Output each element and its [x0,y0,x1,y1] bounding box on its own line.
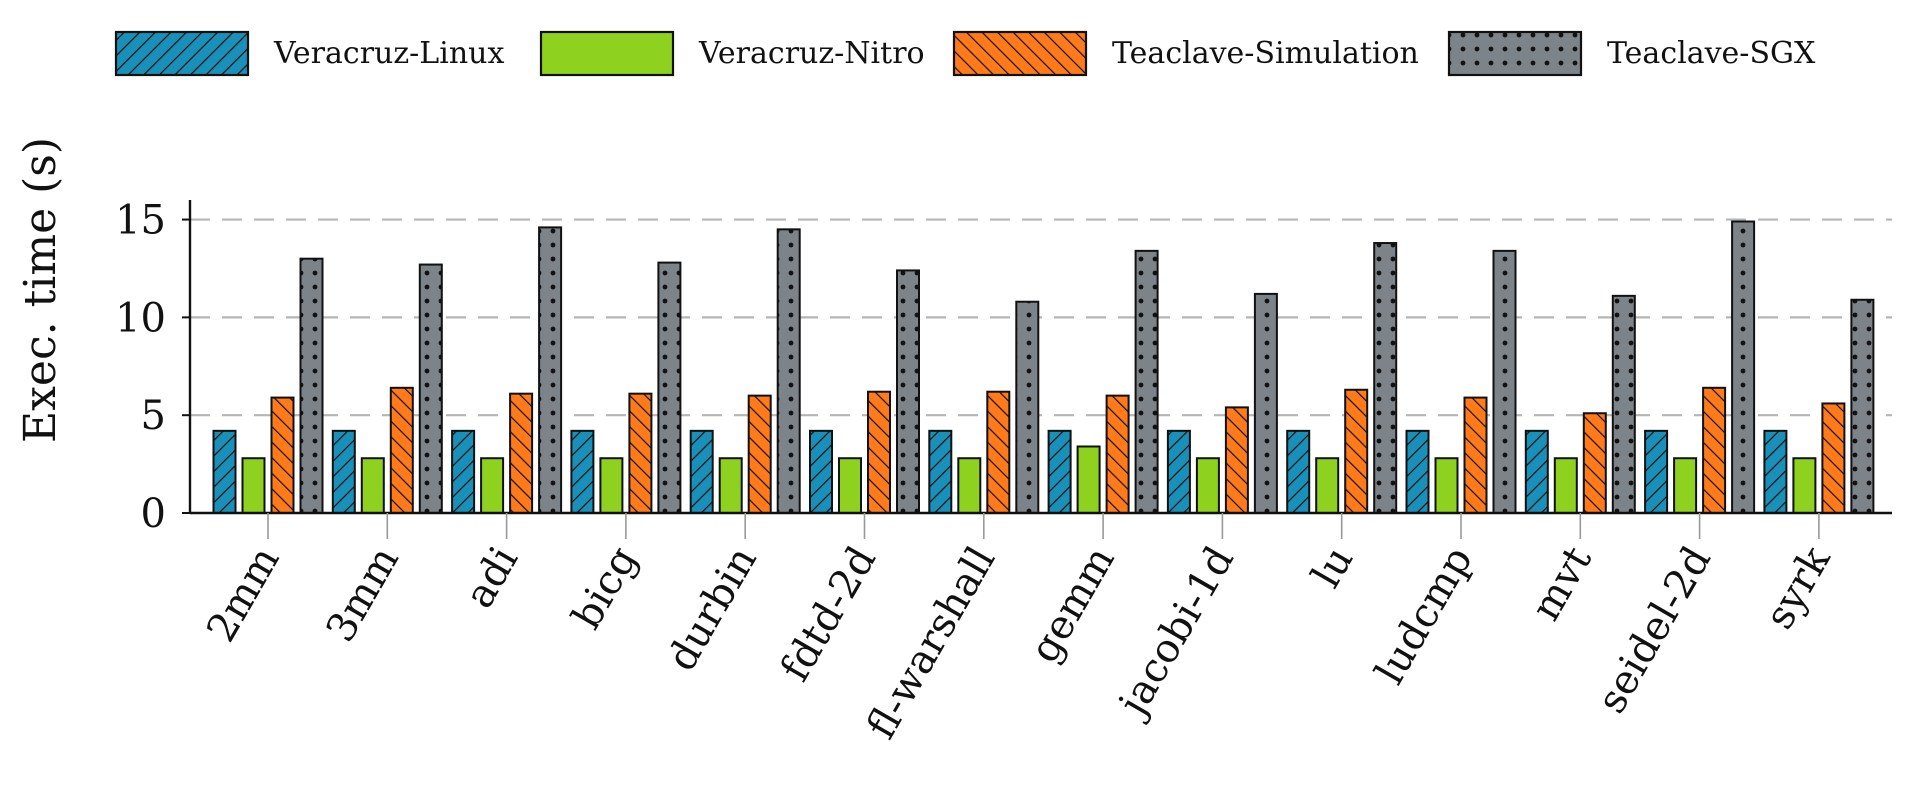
bars [212,220,1875,515]
bar-teaclave-sgx-durbin-pattern [777,229,800,513]
bar-teaclave-sgx-seidel-2d-pattern [1732,221,1755,514]
bar-teaclave-sgx-bicg-pattern [658,262,681,513]
bar-teaclave-sgx-mvt-pattern [1612,295,1635,513]
y-axis-title: Exec. time (s) [15,137,66,443]
bar-teaclave-sgx-syrk-pattern [1851,299,1874,513]
x-tick-label-lu: lu [1303,539,1362,595]
bar-veracruz-nitro-2mm [242,458,265,513]
bar-veracruz-linux-fl-warshall-pattern [929,430,952,513]
bar-teaclave-sgx-lu-pattern [1374,243,1397,513]
legend: Veracruz-Linux Veracruz-Nitro Teaclave-Sim… [114,30,1816,77]
bar-teaclave-sgx-2mm-pattern [300,258,323,513]
legend-swatch-veracruz-linux-pattern [116,32,248,75]
bar-teaclave-simulation-jacobi-1d-pattern [1225,407,1248,513]
bar-teaclave-simulation-fdtd-2d-pattern [868,391,890,513]
bar-teaclave-simulation-seidel-2d-pattern [1703,387,1726,513]
x-tick-label-syrk: syrk [1756,538,1839,637]
bar-teaclave-sgx-fdtd-2d-pattern [897,270,919,513]
bar-veracruz-nitro-ludcmp [1435,458,1458,513]
legend-label-veracruz-linux: Veracruz-Linux [273,36,504,71]
bar-teaclave-simulation-adi-pattern [510,393,533,513]
bar-veracruz-nitro-fl-warshall [958,458,981,513]
x-tick-label-2mm: 2mm [198,539,288,650]
bar-veracruz-linux-fdtd-2d-pattern [810,430,832,513]
bar-veracruz-nitro-durbin [719,458,742,513]
bar-teaclave-sgx-adi-pattern [539,227,562,513]
bar-teaclave-sgx-fl-warshall-pattern [1016,301,1039,513]
legend-label-teaclave-simulation: Teaclave-Simulation [1112,36,1419,71]
x-tick-label-ludcmp: ludcmp [1367,539,1482,692]
bar-veracruz-linux-gemm-pattern [1048,430,1071,513]
bar-veracruz-linux-durbin-pattern [690,430,713,513]
y-tick-label: 10 [115,295,166,341]
bar-teaclave-sgx-3mm-pattern [419,264,442,513]
x-tick-label-gemm: gemm [1021,539,1123,670]
bar-veracruz-linux-lu-pattern [1287,430,1310,513]
bar-veracruz-linux-bicg-pattern [571,430,594,513]
bar-veracruz-nitro-lu [1316,458,1339,513]
legend-swatch-teaclave-simulation-pattern [954,32,1086,75]
bar-veracruz-nitro-seidel-2d [1674,458,1697,513]
bar-teaclave-simulation-2mm-pattern [271,397,294,513]
bar-veracruz-nitro-mvt [1554,458,1577,513]
bar-teaclave-simulation-bicg-pattern [629,393,652,513]
x-tick-label-3mm: 3mm [317,539,407,650]
x-tick-label-jacobi-1d: jacobi-1d [1108,539,1243,726]
x-tick-label-durbin: durbin [659,539,766,679]
bar-teaclave-simulation-fl-warshall-pattern [987,391,1010,513]
x-tick-label-adi: adi [456,539,527,616]
legend-swatch-veracruz-linux-outline [114,30,250,77]
x-tick-label-seidel-2d: seidel-2d [1589,539,1721,721]
legend-swatch-teaclave-simulation-outline [952,30,1088,77]
bar-veracruz-linux-mvt-pattern [1525,430,1548,513]
legend-label-teaclave-sgx: Teaclave-SGX [1607,36,1816,71]
bar-teaclave-sgx-gemm-pattern [1135,250,1158,514]
bar-veracruz-nitro-3mm [361,458,384,513]
bar-teaclave-simulation-mvt-pattern [1583,413,1606,513]
bar-veracruz-linux-2mm-pattern [213,430,236,513]
y-tick-label: 15 [115,198,166,244]
bar-veracruz-nitro-gemm [1077,446,1100,513]
gridlines [190,218,1892,417]
x-tick-label-mvt: mvt [1523,539,1601,628]
bar-teaclave-simulation-gemm-pattern [1106,395,1129,513]
bar-veracruz-linux-ludcmp-pattern [1406,430,1429,513]
bar-teaclave-simulation-syrk-pattern [1822,403,1845,513]
bar-veracruz-nitro-fdtd-2d [839,458,861,513]
bar-veracruz-linux-jacobi-1d-pattern [1167,430,1190,513]
bar-teaclave-simulation-lu-pattern [1345,389,1368,513]
y-tick-labels: 0 5 10 15 [115,198,190,537]
bar-teaclave-simulation-ludcmp-pattern [1464,397,1487,513]
legend-swatch-veracruz-nitro-outline [539,30,675,77]
bar-veracruz-linux-adi-pattern [452,430,475,513]
bar-teaclave-sgx-jacobi-1d-pattern [1254,293,1277,513]
bar-veracruz-linux-seidel-2d-pattern [1645,430,1668,513]
bar-teaclave-sgx-ludcmp-pattern [1493,250,1516,514]
legend-swatch-veracruz-nitro [541,32,673,75]
bar-veracruz-nitro-syrk [1793,458,1816,513]
bar-veracruz-linux-syrk-pattern [1764,430,1787,513]
bar-veracruz-nitro-adi [481,458,504,513]
bar-teaclave-simulation-3mm-pattern [390,387,413,513]
legend-swatch-teaclave-sgx-pattern [1449,32,1581,75]
y-tick-label: 0 [141,491,166,537]
x-tick-label-fdtd-2d: fdtd-2d [772,539,885,689]
legend-swatch-teaclave-sgx-outline [1447,30,1583,77]
axes [188,200,1892,515]
bar-veracruz-nitro-bicg [600,458,623,513]
y-tick-label: 5 [141,393,166,439]
legend-label-veracruz-nitro: Veracruz-Nitro [698,36,925,71]
bar-veracruz-linux-3mm-pattern [332,430,355,513]
x-tick-label-bicg: bicg [564,539,647,637]
bar-veracruz-nitro-jacobi-1d [1196,458,1219,513]
bar-teaclave-simulation-durbin-pattern [748,395,771,513]
